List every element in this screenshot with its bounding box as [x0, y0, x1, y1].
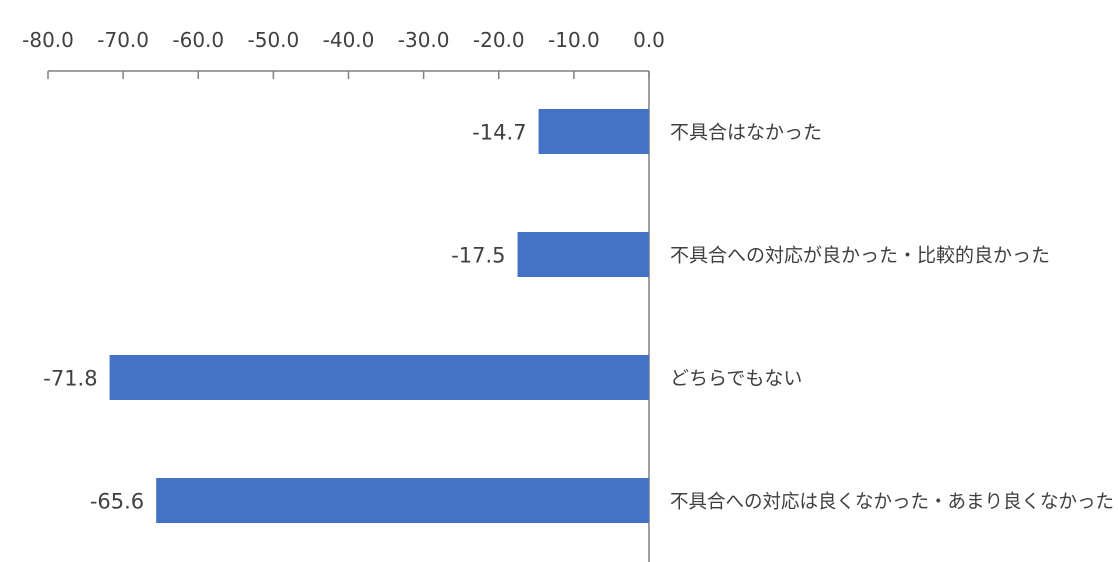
x-tick-label: -80.0: [22, 28, 74, 52]
x-tick-label: -60.0: [172, 28, 224, 52]
data-label: -17.5: [451, 244, 505, 268]
category-label: どちらでもない: [670, 368, 802, 390]
bars: [109, 109, 650, 523]
labels: -14.7 不具合はなかった -17.5 不具合への対応が良かった・比較的良かった -7…: [43, 121, 1114, 514]
x-tick-label: -40.0: [323, 28, 375, 52]
bar: [156, 478, 649, 523]
x-tick-label: -30.0: [398, 28, 450, 52]
x-axis: -80.0 -70.0 -60.0 -50.0 -40.0 -30.0 -20.0 -10.0…: [22, 28, 665, 562]
category-label: 不具合はなかった: [670, 122, 822, 144]
bar: [538, 109, 649, 154]
data-label: -14.7: [472, 121, 526, 145]
x-tick-label: -20.0: [473, 28, 525, 52]
x-tick-label: 0.0: [633, 28, 665, 52]
bar: [109, 355, 650, 400]
data-label: -65.6: [90, 490, 144, 514]
bar: [517, 232, 649, 277]
x-tick-label: -50.0: [248, 28, 300, 52]
category-label: 不具合への対応は良くなかった・あまり良くなかった: [670, 491, 1114, 513]
category-label: 不具合への対応が良かった・比較的良かった: [670, 245, 1050, 267]
x-tick-label: -10.0: [548, 28, 600, 52]
data-label: -71.8: [43, 367, 97, 391]
x-tick-label: -70.0: [97, 28, 149, 52]
